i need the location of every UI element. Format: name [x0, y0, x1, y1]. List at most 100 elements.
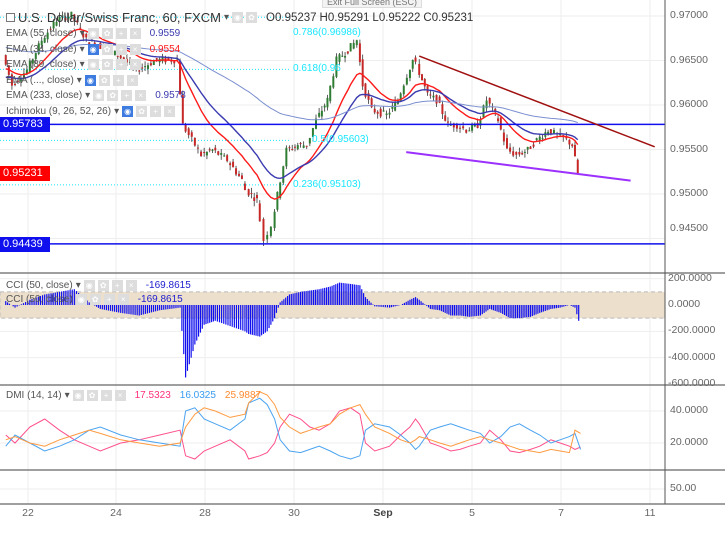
eye-icon[interactable]: ◉: [72, 390, 84, 401]
candle: [279, 182, 282, 198]
candle: [296, 145, 299, 150]
gear-icon[interactable]: ✿: [246, 12, 258, 23]
candle: [568, 139, 571, 145]
candle: [276, 191, 279, 210]
candle: [349, 43, 352, 52]
indicator-label: EMA (89, close): [6, 59, 77, 70]
close-icon[interactable]: ×: [126, 74, 138, 86]
fib-level-label: 0.236(0.95103): [293, 178, 361, 190]
dmi-tick-label: 40.0000: [670, 404, 708, 416]
eye-icon[interactable]: ◉: [87, 59, 99, 70]
candle: [391, 105, 394, 109]
eye-icon[interactable]: ◉: [83, 280, 95, 291]
gear-icon[interactable]: ✿: [101, 43, 113, 55]
plus-icon[interactable]: +: [121, 90, 133, 101]
candle: [547, 131, 550, 135]
price-tick-label: 0.95500: [670, 142, 708, 155]
plus-icon[interactable]: +: [100, 390, 112, 401]
close-icon[interactable]: ×: [117, 294, 129, 305]
close-icon[interactable]: ×: [135, 90, 147, 101]
candle: [67, 16, 70, 20]
gear-icon[interactable]: ✿: [98, 74, 110, 86]
candle: [505, 138, 508, 149]
plus-icon[interactable]: +: [111, 280, 123, 291]
gear-icon[interactable]: ✿: [107, 90, 119, 101]
candle: [99, 42, 102, 50]
gear-icon[interactable]: ✿: [86, 390, 98, 401]
price-level-tag: 0.95783: [0, 117, 50, 133]
chevron-down-icon[interactable]: ▾: [64, 390, 70, 401]
close-icon[interactable]: ×: [164, 105, 176, 117]
plus-icon[interactable]: +: [150, 105, 162, 117]
close-icon[interactable]: ×: [129, 28, 141, 39]
indicator-legend: EMA (..., close) ▾ ◉ ✿ + ×: [6, 74, 147, 86]
plus-icon[interactable]: +: [115, 59, 127, 70]
ema-34-line: [5, 28, 579, 200]
gear-icon[interactable]: ✿: [101, 59, 113, 70]
candle: [382, 110, 385, 112]
chevron-down-icon[interactable]: ▾: [114, 105, 120, 117]
eye-icon[interactable]: ◉: [75, 294, 87, 305]
candle: [181, 95, 184, 124]
fib-level-label: 0.786(0.96986): [293, 27, 361, 38]
gear-icon[interactable]: ✿: [97, 280, 109, 291]
open-value: O0.95237: [266, 11, 317, 24]
cci-value: -169.8615: [137, 294, 183, 305]
plus-icon[interactable]: +: [112, 74, 124, 86]
candle: [138, 70, 141, 72]
candle: [515, 151, 518, 155]
candle: [441, 104, 444, 115]
candle: [411, 59, 414, 69]
candle: [49, 28, 52, 30]
close-icon[interactable]: ×: [129, 43, 141, 55]
candle: [471, 124, 474, 131]
candle: [291, 149, 294, 151]
close-icon[interactable]: ×: [125, 280, 137, 291]
dmi-label: DMI (14, 14): [6, 390, 62, 401]
candle: [418, 64, 421, 75]
eye-icon[interactable]: ◉: [232, 12, 244, 23]
candle: [113, 50, 116, 56]
candle: [31, 59, 34, 64]
eye-icon[interactable]: ◉: [84, 74, 96, 86]
eye-icon[interactable]: ◉: [93, 90, 105, 101]
candle: [462, 126, 465, 129]
chevron-down-icon[interactable]: ▾: [85, 90, 91, 101]
chevron-down-icon[interactable]: ▾: [76, 74, 82, 86]
cci-tick-label: -200.0000: [668, 324, 716, 337]
plus-icon[interactable]: +: [115, 28, 127, 39]
plus-icon[interactable]: +: [115, 43, 127, 55]
gear-icon[interactable]: ✿: [136, 105, 148, 117]
eye-icon[interactable]: ◉: [87, 28, 99, 39]
candle: [402, 85, 405, 95]
candle: [344, 55, 347, 58]
collapse-icon[interactable]: [6, 13, 15, 22]
candle: [565, 137, 568, 139]
candle: [468, 130, 471, 132]
candle: [552, 130, 555, 134]
candle: [288, 147, 291, 149]
plus-icon[interactable]: +: [103, 294, 115, 305]
gear-icon[interactable]: ✿: [101, 28, 113, 39]
close-icon[interactable]: ×: [114, 390, 126, 401]
chevron-down-icon[interactable]: ▾: [75, 280, 81, 291]
close-icon[interactable]: ×: [129, 59, 141, 70]
candle: [70, 11, 73, 18]
gear-icon[interactable]: ✿: [89, 294, 101, 305]
candle: [302, 145, 305, 148]
chevron-down-icon[interactable]: ▾: [79, 43, 85, 55]
candle: [200, 151, 203, 157]
candle: [379, 108, 382, 117]
candle: [449, 124, 452, 126]
chevron-down-icon[interactable]: ▾: [79, 59, 85, 70]
indicator-label: EMA (..., close): [6, 74, 74, 86]
candle: [388, 112, 391, 115]
chevron-down-icon[interactable]: ▾: [224, 12, 230, 23]
chevron-down-icon[interactable]: ▾: [79, 28, 85, 39]
price-tick-label: 0.97000: [670, 9, 708, 21]
eye-icon[interactable]: ◉: [87, 43, 99, 55]
candle: [282, 166, 285, 183]
eye-icon[interactable]: ◉: [122, 105, 134, 117]
exit-fullscreen-tooltip[interactable]: Exit Full Screen (ESC): [322, 0, 423, 8]
